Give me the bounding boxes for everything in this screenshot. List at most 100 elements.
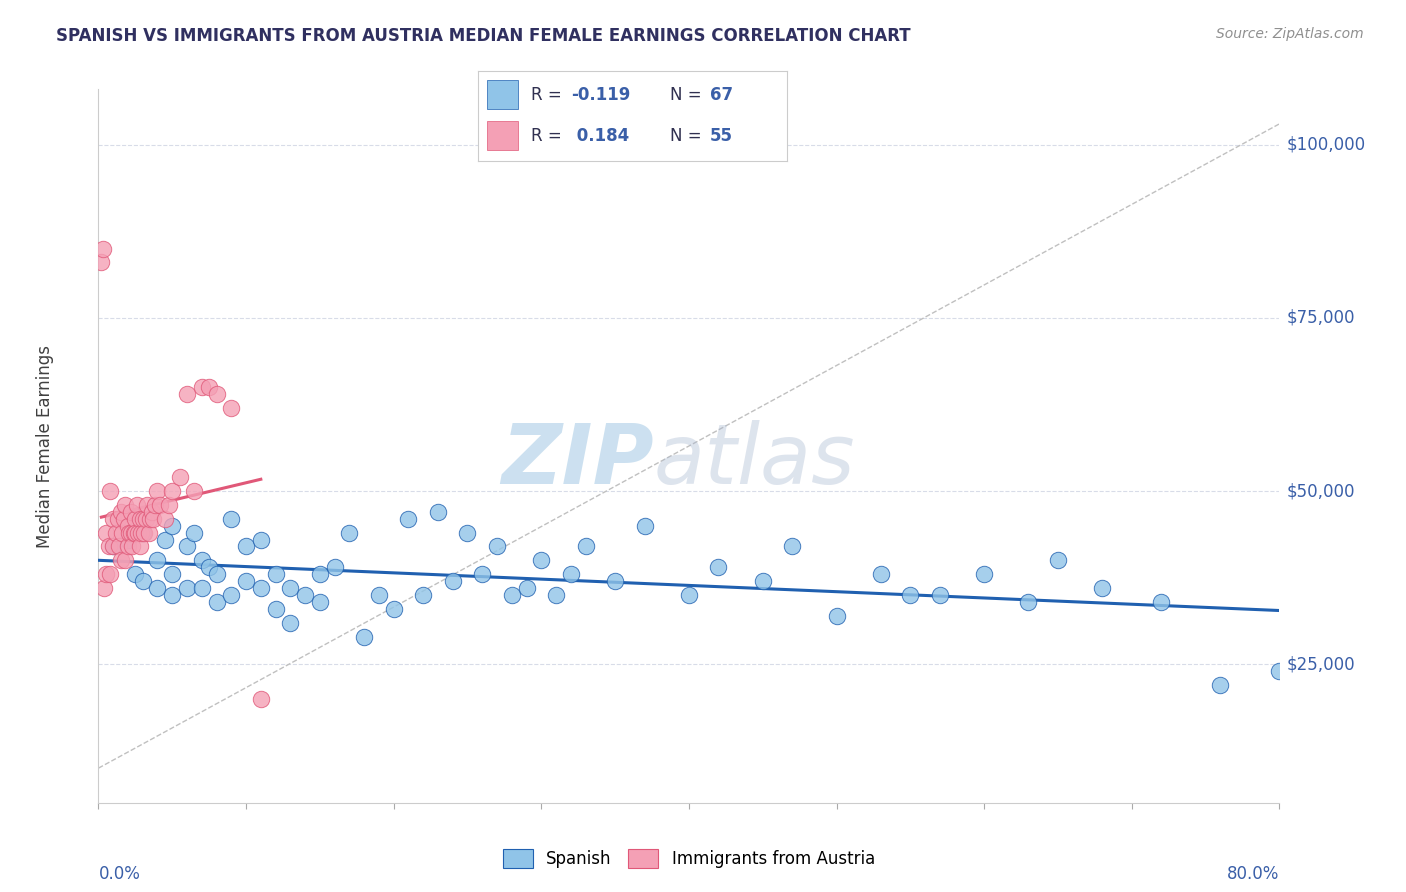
Point (90, 255, 112, 269)
Point (176, 540, 198, 554)
Text: R =: R = (530, 86, 567, 103)
Point (146, 553, 169, 567)
Point (707, 560, 730, 574)
Point (157, 498, 180, 512)
Point (973, 567, 995, 582)
Point (97, 540, 120, 554)
Point (98, 483, 121, 498)
Point (183, 525, 205, 540)
Text: 55: 55 (710, 127, 733, 145)
Point (456, 525, 478, 540)
Point (368, 588, 391, 602)
Point (122, 525, 145, 540)
Point (396, 512, 419, 526)
Point (176, 387, 198, 401)
Point (129, 525, 152, 540)
Point (110, 505, 132, 519)
Point (1091, 581, 1114, 595)
Bar (488, 80, 519, 109)
Point (114, 498, 136, 512)
Point (93, 581, 115, 595)
Point (441, 574, 464, 588)
Point (574, 540, 596, 554)
Text: 80.0%: 80.0% (1227, 865, 1279, 883)
Legend: Spanish, Immigrants from Austria: Spanish, Immigrants from Austria (496, 842, 882, 875)
Point (250, 581, 273, 595)
Point (149, 498, 172, 512)
Point (309, 567, 332, 582)
Point (560, 567, 582, 582)
Point (143, 498, 166, 512)
Point (118, 525, 141, 540)
Text: 0.0%: 0.0% (98, 865, 141, 883)
Point (323, 560, 346, 574)
Text: SPANISH VS IMMIGRANTS FROM AUSTRIA MEDIAN FEMALE EARNINGS CORRELATION CHART: SPANISH VS IMMIGRANTS FROM AUSTRIA MEDIA… (56, 27, 911, 45)
Point (278, 581, 302, 595)
Point (107, 512, 129, 526)
Point (183, 483, 205, 498)
Text: N =: N = (669, 127, 707, 145)
Point (103, 540, 125, 554)
Text: atlas: atlas (654, 420, 855, 500)
Point (120, 525, 142, 540)
Point (124, 525, 146, 540)
Point (191, 581, 214, 595)
Point (515, 581, 537, 595)
Point (264, 602, 287, 616)
Point (108, 540, 131, 554)
Point (103, 512, 125, 526)
Point (110, 553, 132, 567)
Point (219, 512, 242, 526)
Point (139, 512, 162, 526)
Point (928, 588, 950, 602)
Point (128, 512, 150, 526)
Point (176, 581, 198, 595)
Point (105, 525, 128, 540)
Bar (488, 121, 519, 150)
Point (132, 525, 155, 540)
Point (146, 581, 169, 595)
Text: -0.119: -0.119 (571, 86, 630, 103)
Point (382, 602, 405, 616)
Point (146, 483, 169, 498)
Point (128, 540, 150, 554)
Text: ZIP: ZIP (501, 420, 654, 500)
Point (120, 505, 142, 519)
Point (153, 512, 176, 526)
Text: 67: 67 (710, 86, 733, 103)
Point (471, 567, 494, 582)
Point (103, 540, 125, 554)
Point (135, 512, 157, 526)
Point (91, 242, 114, 256)
Point (1268, 664, 1291, 678)
Point (501, 588, 523, 602)
Point (153, 533, 176, 547)
Point (825, 608, 848, 623)
Point (205, 567, 228, 582)
Point (309, 595, 332, 609)
Point (1209, 678, 1232, 692)
Point (134, 525, 156, 540)
Point (162, 588, 183, 602)
Text: Source: ZipAtlas.com: Source: ZipAtlas.com (1216, 27, 1364, 41)
Point (94, 567, 117, 582)
Text: $100,000: $100,000 (1286, 136, 1365, 153)
Text: R =: R = (530, 127, 567, 145)
Point (427, 505, 450, 519)
Point (264, 567, 287, 582)
Point (1017, 595, 1039, 609)
Point (124, 512, 146, 526)
Point (112, 512, 135, 526)
Text: $75,000: $75,000 (1286, 309, 1355, 326)
Point (544, 588, 567, 602)
Point (132, 512, 155, 526)
Point (278, 615, 302, 630)
Point (117, 518, 139, 533)
Point (141, 505, 163, 519)
Point (111, 525, 134, 540)
Point (138, 525, 160, 540)
Point (132, 574, 155, 588)
Text: N =: N = (669, 86, 707, 103)
Point (127, 525, 149, 540)
Point (412, 588, 434, 602)
